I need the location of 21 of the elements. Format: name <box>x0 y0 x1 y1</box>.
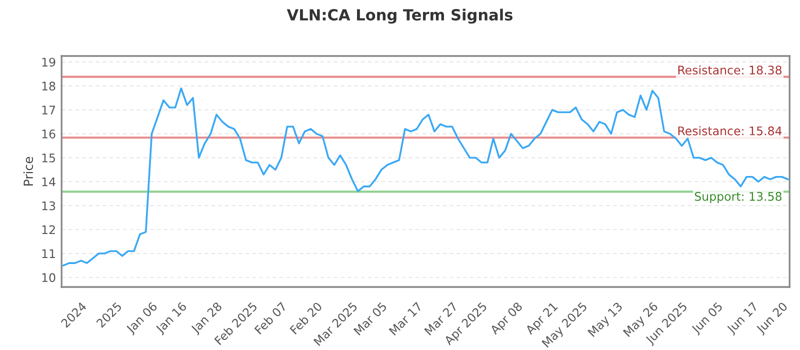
x-tick-label: Jun 20 <box>755 302 790 336</box>
ref-line-label: Resistance: 15.84 <box>678 126 782 136</box>
y-tick-label: 13 <box>42 201 56 210</box>
x-tick-label: Feb 20 <box>289 301 323 335</box>
y-tick-label: 14 <box>42 178 56 186</box>
y-tick-label: 19 <box>42 58 56 67</box>
ref-line-label: Support: 13.58 <box>694 192 782 204</box>
y-tick-label: 18 <box>42 82 56 91</box>
y-tick-label: 15 <box>42 154 56 162</box>
x-tick-label: Apr 08 <box>489 302 524 337</box>
y-tick-label: 11 <box>42 249 55 258</box>
line-series <box>62 87 789 266</box>
y-tick-label: 12 <box>42 225 55 234</box>
y-tick-label: 10 <box>42 273 56 282</box>
y-tick-label: 16 <box>42 130 56 138</box>
y-tick-label: 17 <box>42 106 56 114</box>
x-tick-label: Mar 17 <box>388 302 423 336</box>
y-axis-title: Price <box>23 156 34 186</box>
chart-title: VLN:CA Long Term Signals <box>286 8 512 24</box>
ref-line-label: Resistance: 18.38 <box>678 65 782 75</box>
x-tick-label: Jun 05 <box>690 302 724 336</box>
